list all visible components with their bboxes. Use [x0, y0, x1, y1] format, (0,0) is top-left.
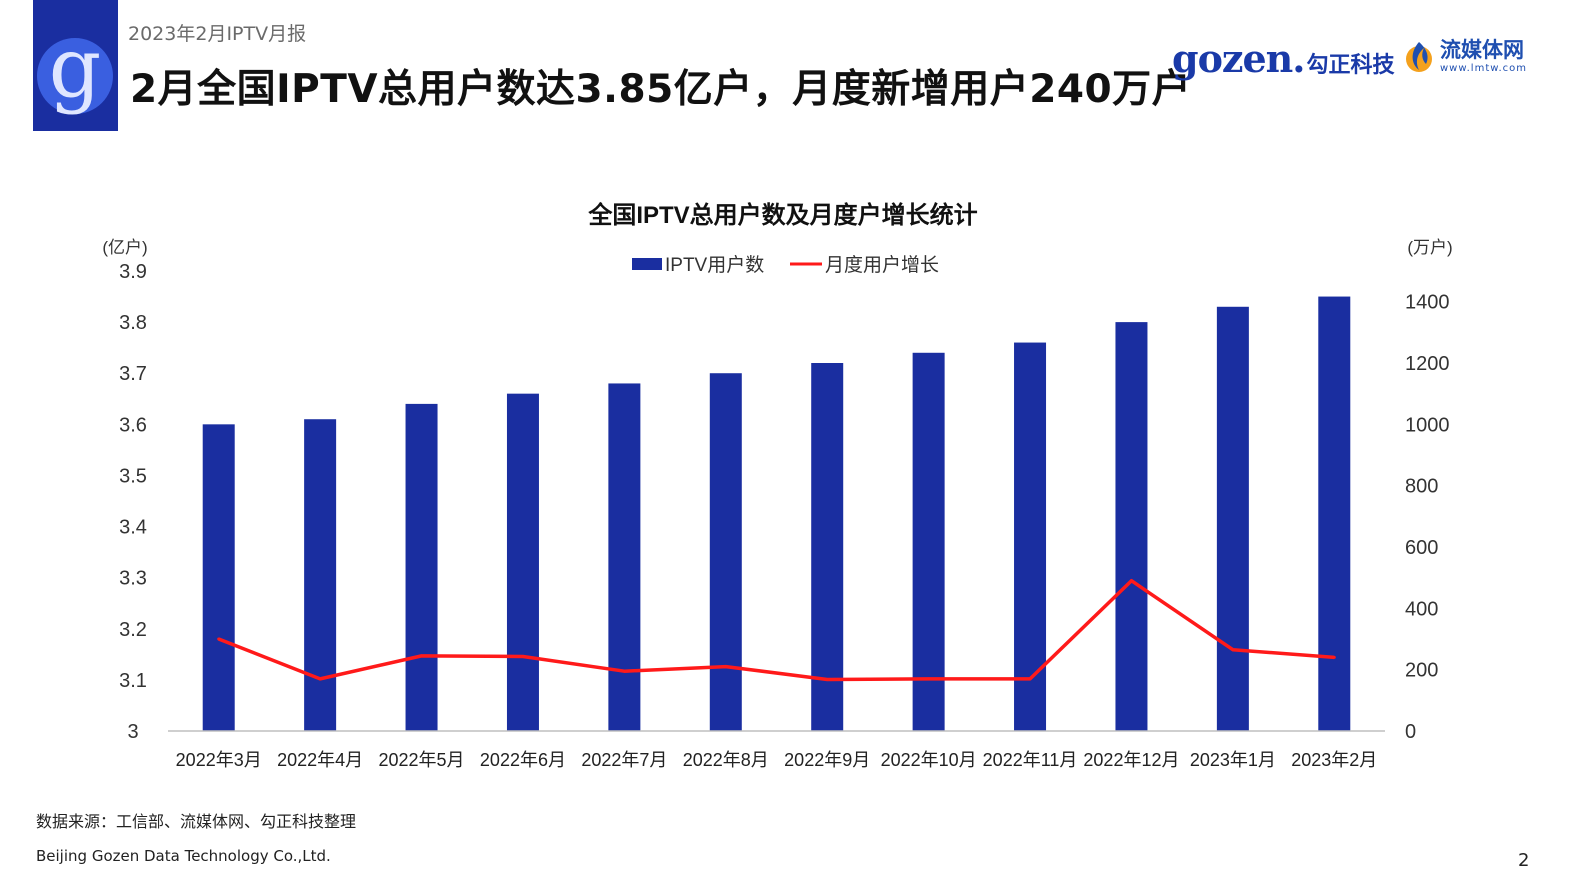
left-axis-tick: 3.4	[119, 517, 147, 539]
x-axis-tick: 2023年1月	[1190, 750, 1276, 770]
left-axis-tick: 3.6	[119, 414, 147, 436]
bar-iptv-users	[1318, 296, 1351, 731]
line-point-monthly-growth	[724, 665, 728, 669]
line-point-monthly-growth	[927, 677, 931, 681]
x-axis-tick: 2022年7月	[581, 750, 667, 770]
line-monthly-growth	[218, 578, 1335, 682]
x-axis-tick: 2022年6月	[480, 750, 566, 770]
x-axis-tick: 2022年12月	[1083, 750, 1179, 770]
x-axis-tick: 2022年3月	[176, 750, 262, 770]
right-axis-tick: 200	[1405, 660, 1438, 682]
right-axis-tick: 400	[1405, 598, 1438, 620]
bar-iptv-users	[1115, 322, 1148, 731]
line-point-monthly-growth	[217, 637, 221, 641]
x-axis-tick: 2022年8月	[683, 750, 769, 770]
chart-title: 全国IPTV总用户数及月度户增长统计	[587, 201, 977, 229]
left-axis-tick: 3.1	[119, 670, 147, 692]
left-axis-tick: 3	[127, 721, 138, 743]
data-source: 数据来源：工信部、流媒体网、勾正科技整理	[36, 812, 357, 831]
right-axis-tick: 1000	[1405, 414, 1450, 436]
x-axis-tick: 2022年9月	[784, 750, 870, 770]
legend-bar-label: IPTV用户数	[665, 254, 764, 276]
right-axis-unit: (万户)	[1407, 238, 1452, 257]
lmtw-brand-logo: 流媒体网 www.lmtw.com	[1402, 40, 1527, 74]
page-title: 2月全国IPTV总用户数达3.85亿户，月度新增用户240万户	[130, 67, 1192, 112]
line-point-monthly-growth	[1332, 655, 1336, 659]
bar-iptv-users	[304, 419, 337, 731]
left-axis-tick: 3.3	[119, 568, 147, 590]
right-axis-tick: 600	[1405, 537, 1438, 559]
bar-iptv-users	[202, 424, 235, 731]
line-point-monthly-growth	[420, 654, 424, 658]
bar-iptv-users	[811, 363, 844, 731]
x-axis-tick: 2022年5月	[379, 750, 465, 770]
line-point-monthly-growth	[622, 669, 626, 673]
right-axis-tick: 0	[1405, 721, 1416, 743]
gozen-brand-logo: gozen. 勾正科技	[1172, 36, 1395, 81]
legend-bar-swatch	[632, 258, 662, 270]
bar-iptv-users	[608, 383, 641, 731]
report-label: 2023年2月IPTV月报	[128, 23, 307, 45]
bar-iptv-users	[1014, 342, 1047, 731]
company-name: Beijing Gozen Data Technology Co.,Ltd.	[36, 847, 331, 865]
left-axis-unit: (亿户)	[102, 238, 147, 257]
bar-iptv-users	[709, 373, 742, 731]
gozen-brand-cn: 勾正科技	[1306, 53, 1395, 78]
gozen-brand-word: gozen.	[1172, 36, 1306, 81]
page-number: 2	[1518, 850, 1530, 871]
line-point-monthly-growth	[825, 677, 829, 681]
x-axis-tick: 2023年2月	[1291, 750, 1377, 770]
x-axis-tick: 2022年11月	[983, 750, 1078, 770]
lmtw-flame-icon	[1406, 42, 1432, 72]
line-point-monthly-growth	[1129, 579, 1133, 583]
bar-iptv-users	[1216, 306, 1249, 731]
right-axis-tick: 1200	[1405, 353, 1450, 375]
x-axis-tick: 2022年10月	[881, 750, 977, 770]
legend-line-label: 月度用户增长	[825, 254, 939, 276]
right-axis-tick: 800	[1405, 476, 1438, 498]
left-axis-tick: 3.8	[119, 312, 147, 334]
left-axis-tick: 3.2	[119, 619, 147, 641]
logo-block: g	[33, 0, 118, 131]
bar-iptv-users	[912, 352, 945, 731]
bar-iptv-users	[506, 393, 539, 731]
left-axis-tick: 3.7	[119, 363, 147, 385]
bar-iptv-users	[405, 403, 438, 731]
line-point-monthly-growth	[318, 677, 322, 681]
line-point-monthly-growth	[1231, 648, 1235, 652]
right-axis-tick: 1400	[1405, 292, 1450, 314]
lmtw-brand-url: www.lmtw.com	[1440, 63, 1528, 74]
lmtw-brand-cn: 流媒体网	[1440, 38, 1524, 62]
line-point-monthly-growth	[1028, 677, 1032, 681]
left-axis-tick: 3.9	[119, 261, 147, 283]
line-point-monthly-growth	[521, 654, 525, 658]
x-axis-tick: 2022年4月	[277, 750, 363, 770]
left-axis-tick: 3.5	[119, 465, 147, 487]
logo-circle	[37, 38, 113, 114]
gozen-g-logo-icon: g	[48, 21, 102, 116]
